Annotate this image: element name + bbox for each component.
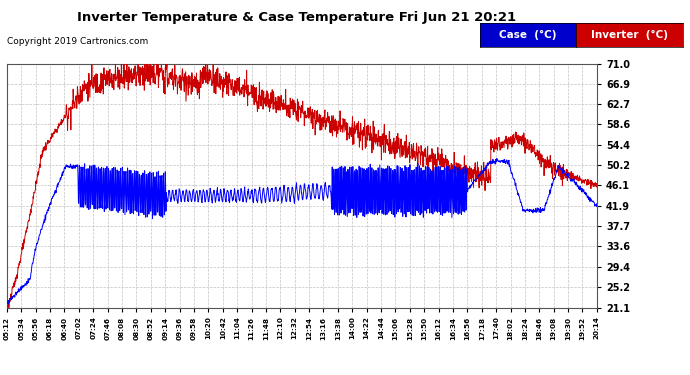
Text: Case  (°C): Case (°C) — [499, 30, 557, 40]
Text: Inverter Temperature & Case Temperature Fri Jun 21 20:21: Inverter Temperature & Case Temperature … — [77, 11, 516, 24]
Text: Copyright 2019 Cartronics.com: Copyright 2019 Cartronics.com — [7, 38, 148, 46]
Text: Inverter  (°C): Inverter (°C) — [591, 30, 668, 40]
